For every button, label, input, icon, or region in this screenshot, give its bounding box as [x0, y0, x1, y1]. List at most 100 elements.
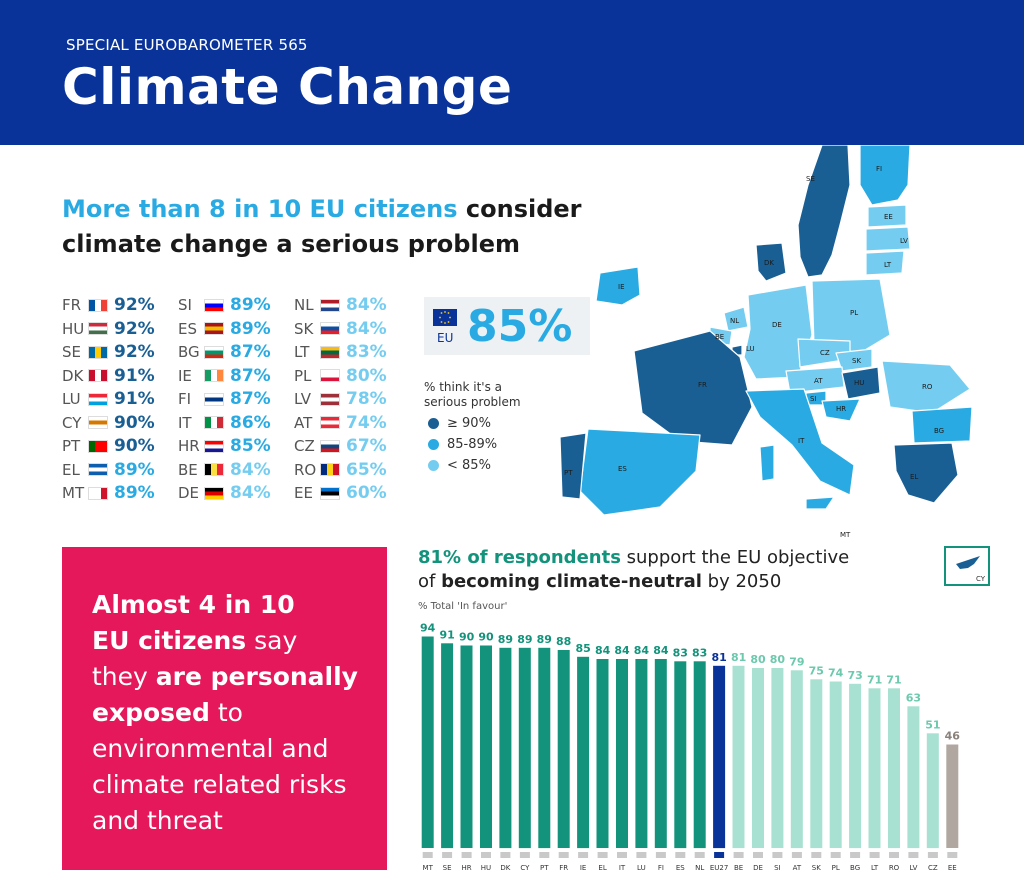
- country-code: EE: [294, 484, 313, 502]
- country-code: PL: [294, 366, 312, 385]
- bar-fi: [654, 659, 667, 848]
- bar-category-label: HU: [481, 864, 491, 872]
- bar-category-label: ES: [676, 864, 685, 872]
- bar-at: [790, 670, 803, 849]
- map-region-at: [785, 366, 845, 394]
- country-code: MT: [62, 484, 85, 502]
- bar-bg: [849, 683, 862, 849]
- map-label-hu: HU: [854, 379, 864, 387]
- country-value: 84%: [346, 295, 387, 315]
- country-row-el: EL 89%: [62, 459, 155, 481]
- country-row-mt: MT 89%: [62, 482, 155, 504]
- country-row-cz: CZ 67%: [294, 435, 387, 457]
- bar-value-label: 83: [673, 646, 688, 659]
- bar-category-label: FI: [658, 864, 664, 872]
- map-region-hr: [821, 398, 861, 422]
- bar-title-rest-2a: of: [418, 571, 442, 592]
- country-flag-icon: [320, 392, 340, 406]
- bar-category-label: SI: [774, 864, 781, 872]
- country-value: 84%: [230, 459, 271, 480]
- map-label-ro: RO: [922, 383, 933, 391]
- country-code: FR: [62, 296, 82, 314]
- legend-swatch: [428, 418, 439, 429]
- map-label-at: AT: [814, 377, 823, 385]
- bar-category-label: IE: [580, 864, 587, 872]
- bar-flag-icon: [850, 852, 861, 858]
- country-flag-icon: [88, 322, 108, 335]
- callout-bold-1: Almost 4 in 10: [92, 590, 295, 619]
- bar-value-label: 71: [867, 673, 882, 686]
- country-value: 78%: [346, 389, 387, 409]
- country-value: 90%: [114, 412, 155, 433]
- bar-flag-icon: [617, 852, 627, 858]
- bar-flag-icon: [442, 852, 453, 858]
- map-region-it-islands: [759, 444, 835, 510]
- map-label-se: SE: [806, 175, 815, 183]
- country-code: HU: [62, 319, 85, 338]
- map-label-ie: IE: [618, 283, 625, 291]
- bar-flag-icon: [947, 852, 958, 858]
- bar-value-label: 85: [575, 642, 590, 655]
- country-row-nl: NL 84%: [294, 294, 387, 316]
- map-label-be: BE: [715, 333, 724, 341]
- country-flag-icon: [204, 298, 224, 312]
- country-flag-icon: [320, 345, 340, 359]
- country-value: 85%: [230, 436, 271, 456]
- country-value: 67%: [346, 436, 387, 456]
- bar-value-label: 90: [459, 631, 475, 644]
- country-row-at: AT 74%: [294, 412, 387, 434]
- bar-nl: [693, 661, 706, 849]
- bar-category-label: PL: [832, 864, 840, 872]
- legend-title-1: % think it's a: [424, 380, 502, 394]
- map-region-dk: [755, 242, 787, 282]
- bar-ie: [577, 656, 590, 849]
- bar-value-label: 81: [731, 651, 746, 664]
- bar-cz: [926, 733, 939, 849]
- country-code: DK: [62, 366, 84, 385]
- map-label-fi: FI: [876, 165, 882, 173]
- country-row-cy: CY 90%: [62, 412, 155, 434]
- bar-category-label: NL: [695, 864, 704, 872]
- country-row-hr: HR 85%: [178, 435, 271, 457]
- bar-flag-icon: [655, 852, 666, 858]
- country-value: 84%: [230, 483, 271, 503]
- country-row-lt: LT 83%: [294, 341, 387, 363]
- country-flag-icon: [204, 416, 224, 429]
- country-code: IT: [178, 413, 192, 432]
- bar-de: [752, 668, 764, 848]
- cyprus-shape-icon: [956, 556, 980, 569]
- legend-label: < 85%: [447, 458, 491, 473]
- bar-flag-icon: [830, 852, 841, 858]
- country-code: PT: [62, 437, 81, 455]
- country-code: SK: [294, 319, 314, 338]
- country-row-pl: PL 80%: [294, 365, 387, 387]
- country-value: 83%: [346, 342, 387, 362]
- map-region-ie: [595, 266, 641, 306]
- bar-el: [596, 659, 609, 848]
- bar-value-label: 89: [498, 633, 513, 646]
- bar-se: [441, 643, 454, 849]
- country-row-fr: FR 92%: [62, 294, 155, 316]
- map-label-ee: EE: [884, 213, 893, 221]
- country-value: 91%: [114, 389, 155, 409]
- country-code: CY: [62, 413, 82, 432]
- map-label-hr: HR: [836, 405, 846, 413]
- callout-text-7: and threat: [92, 806, 223, 835]
- country-row-lu: LU 91%: [62, 388, 155, 410]
- country-value: 87%: [230, 342, 271, 362]
- country-value: 90%: [114, 436, 155, 456]
- country-value: 89%: [230, 295, 271, 315]
- bar-flag-icon: [869, 852, 880, 858]
- map-label-fr: FR: [698, 381, 707, 389]
- bar-title-rest-2b: by 2050: [701, 571, 782, 592]
- bar-category-label: PT: [540, 864, 549, 872]
- country-code: CZ: [294, 437, 315, 455]
- country-row-bg: BG 87%: [178, 341, 271, 363]
- bar-value-label: 90: [478, 631, 494, 644]
- country-flag-icon: [320, 486, 340, 500]
- header-banner: SPECIAL EUROBAROMETER 565 Climate Change: [0, 0, 1024, 145]
- bar-chart-title: 81% of respondents support the EU object…: [418, 546, 898, 594]
- legend-item: ≥ 90%: [424, 416, 521, 431]
- bar-value-label: 88: [556, 635, 571, 648]
- country-value: 74%: [346, 412, 387, 433]
